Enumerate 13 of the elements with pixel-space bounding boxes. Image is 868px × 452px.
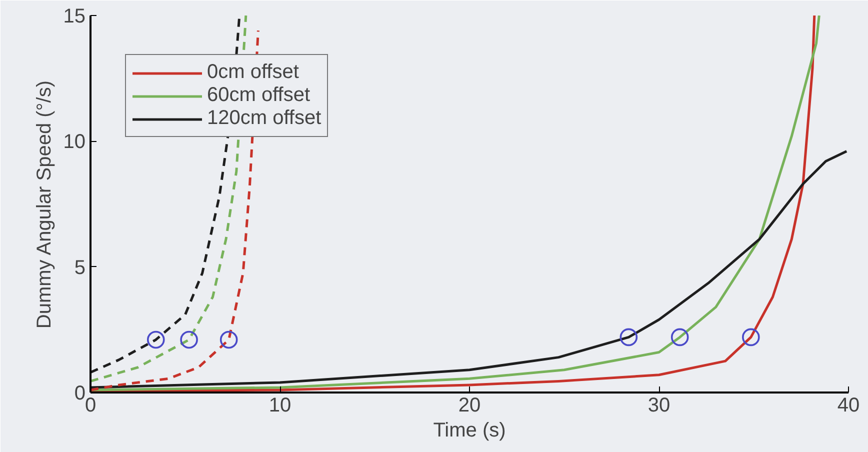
line-series — [90, 150, 848, 389]
legend-label: 60cm offset — [207, 84, 310, 107]
y-tick-label: 15 — [63, 6, 86, 28]
x-tick-label: 20 — [458, 394, 481, 416]
legend-label: 0cm offset — [207, 61, 299, 84]
y-tick-label: 10 — [63, 131, 86, 154]
y-tick-label: 5 — [74, 256, 86, 279]
x-axis-title: Time (s) — [433, 420, 506, 442]
x-tick-label: 40 — [837, 394, 860, 416]
x-tick-label: 30 — [648, 394, 670, 416]
x-tick-label: 10 — [268, 394, 292, 416]
legend-label: 120cm offset — [207, 107, 322, 130]
y-axis-title: Dummy Angular Speed (°/s) — [33, 80, 56, 329]
